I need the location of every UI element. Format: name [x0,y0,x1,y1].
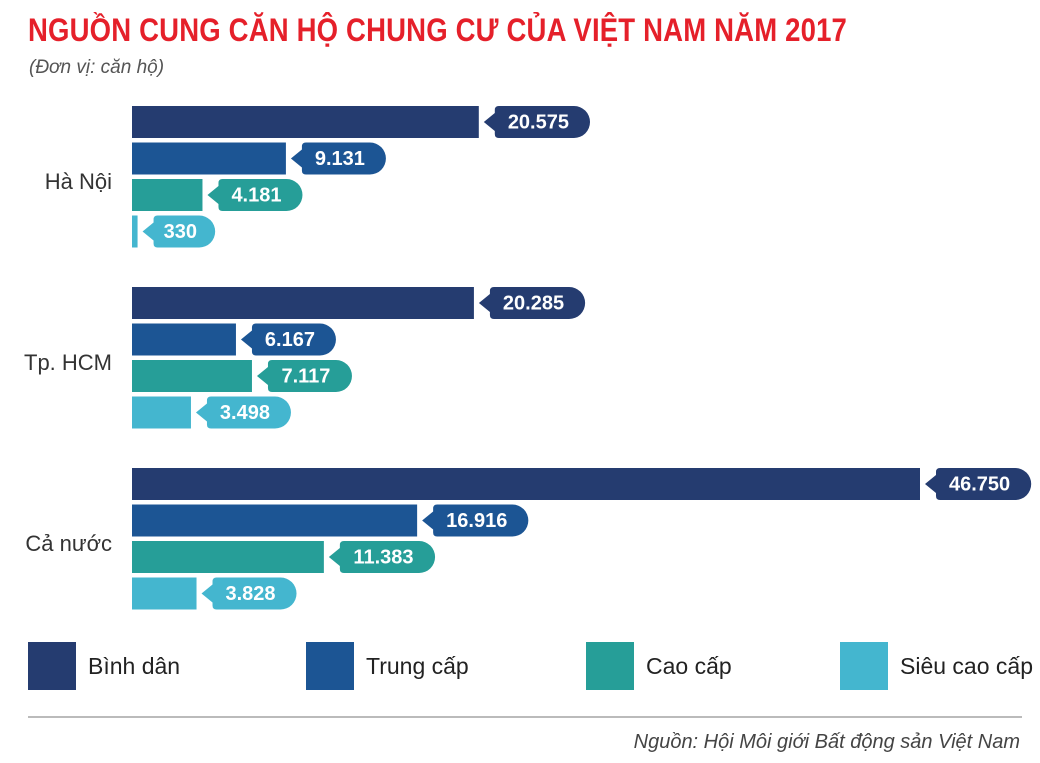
value-label-ca-nuoc-sieu-cao-cap: 3.828 [225,583,275,605]
legend-label-sieu-cao-cap: Siêu cao cấp [900,652,1033,679]
bar-tp-hcm-sieu-cao-cap [132,396,191,429]
bar-ha-noi-cao-cap [132,179,203,211]
bar-ca-nuoc-sieu-cao-cap [132,577,197,610]
bar-tp-hcm-cao-cap [132,360,252,392]
legend-swatch-binh-dan [28,642,76,690]
value-label-tp-hcm-binh-dan: 20.285 [503,292,564,314]
source-note: Nguồn: Hội Môi giới Bất động sản Việt Na… [633,731,1020,753]
value-callout-ca-nuoc-trung-cap [422,504,529,537]
legend-item-binh-dan: Bình dân [28,640,180,692]
value-callout-tp-hcm-sieu-cao-cap [195,396,291,429]
value-callout-ha-noi-sieu-cao-cap [142,215,216,248]
value-label-ha-noi-sieu-cao-cap: 330 [164,221,197,243]
bar-ha-noi-trung-cap [132,142,286,175]
value-callout-ha-noi-binh-dan [483,106,591,138]
legend-label-cao-cap: Cao cấp [646,652,732,679]
legend-swatch-cao-cap [586,642,634,690]
bar-chart: Hà Nội 20.575 9.131 4.181 330 Tp. HCM 20.285 6.… [24,106,1032,610]
value-label-ca-nuoc-binh-dan: 46.750 [949,473,1010,495]
value-label-ha-noi-binh-dan: 20.575 [508,111,569,133]
value-callout-ha-noi-cao-cap [207,179,303,211]
value-label-tp-hcm-cao-cap: 7.117 [281,365,330,387]
legend-label-trung-cap: Trung cấp [366,652,469,679]
value-callout-ca-nuoc-cao-cap [328,541,436,573]
category-label-ca-nuoc: Cả nước [25,531,112,556]
legend-swatch-trung-cap [306,642,354,690]
bar-tp-hcm-binh-dan [132,287,474,319]
value-label-ca-nuoc-cao-cap: 11.383 [353,546,413,568]
legend-label-binh-dan: Bình dân [88,652,181,679]
source-divider [28,716,1022,718]
value-callout-tp-hcm-trung-cap [240,323,336,356]
value-callout-ca-nuoc-sieu-cao-cap [201,577,297,610]
value-callout-tp-hcm-binh-dan [478,287,586,319]
value-label-tp-hcm-sieu-cao-cap: 3.498 [220,402,270,424]
category-label-tp-hcm: Tp. HCM [24,350,112,375]
bar-tp-hcm-trung-cap [132,323,236,356]
value-callout-ha-noi-trung-cap [290,142,386,175]
value-label-ca-nuoc-trung-cap: 16.916 [446,510,507,532]
legend-item-trung-cap: Trung cấp [306,640,469,692]
chart-subtitle: (Đơn vị: căn hộ) [29,57,165,78]
bar-ha-noi-binh-dan [132,106,479,138]
legend-swatch-sieu-cao-cap [840,642,888,690]
value-label-tp-hcm-trung-cap: 6.167 [265,329,315,351]
value-callout-tp-hcm-cao-cap [256,360,352,392]
legend-item-cao-cap: Cao cấp [586,640,732,692]
bar-ca-nuoc-trung-cap [132,504,418,537]
category-label-ha-noi: Hà Nội [45,169,112,194]
value-label-ha-noi-trung-cap: 9.131 [315,148,365,170]
bar-ca-nuoc-cao-cap [132,541,324,573]
legend: Bình dân Trung cấp Cao cấp Siêu cao cấp [0,640,1040,692]
bar-ca-nuoc-binh-dan [132,468,920,500]
value-label-ha-noi-cao-cap: 4.181 [231,184,281,206]
bar-ha-noi-sieu-cao-cap [132,215,138,248]
legend-item-sieu-cao-cap: Siêu cao cấp [840,640,1033,692]
value-callout-ca-nuoc-binh-dan [925,468,1032,500]
chart-title: NGUỒN CUNG CĂN HỘ CHUNG CƯ CỦA VIỆT NAM … [28,12,848,48]
